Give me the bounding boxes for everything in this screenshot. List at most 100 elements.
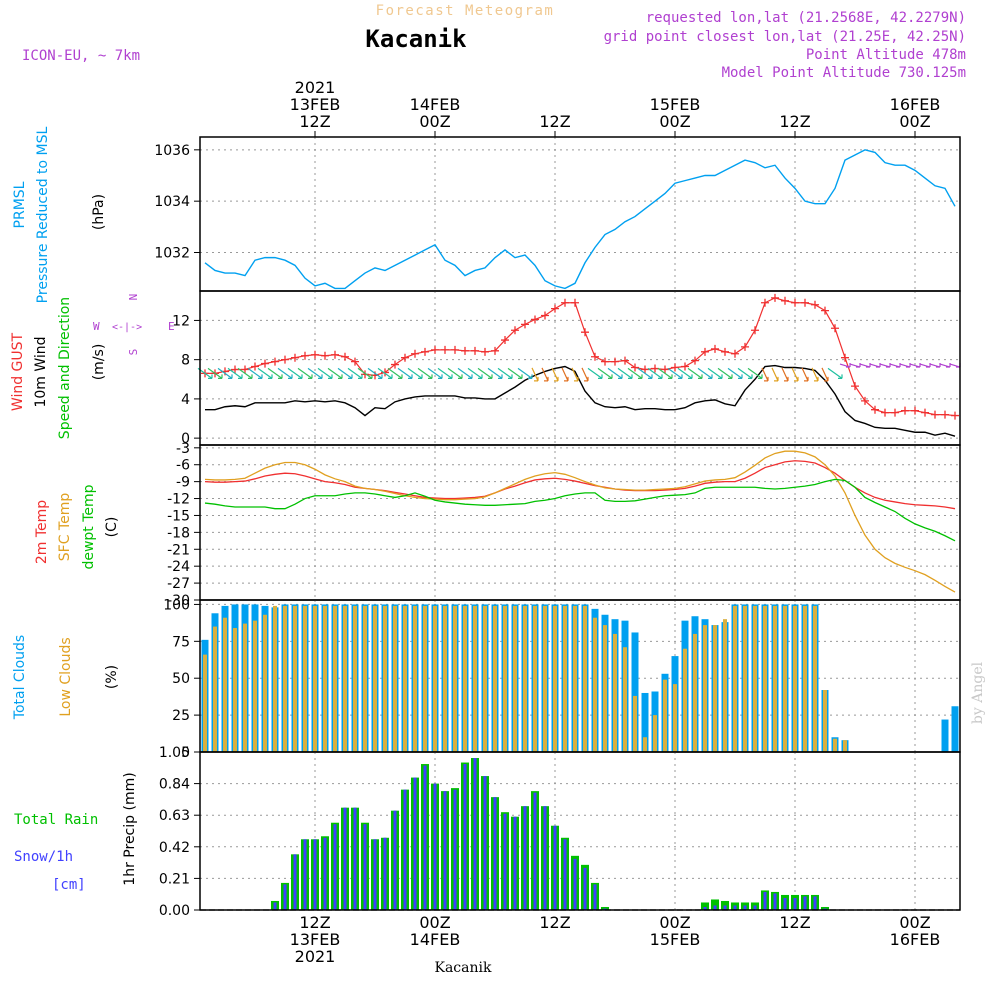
rain-bar	[701, 902, 709, 910]
wind-direction-arrow	[487, 367, 503, 379]
rain-bar	[711, 899, 719, 910]
low-clouds-bar	[453, 605, 457, 752]
snow-bar	[523, 806, 527, 910]
gust-marker	[951, 411, 959, 420]
snow-bar	[423, 765, 427, 910]
y-tick-label: 25	[172, 708, 190, 724]
snow-bar	[443, 791, 447, 910]
wind-direction-arrow	[571, 367, 579, 382]
wind-direction-arrow	[717, 367, 733, 379]
gust-marker	[301, 351, 309, 360]
gust-marker	[291, 353, 299, 362]
low-clouds-bar	[273, 605, 277, 752]
wind-direction-arrow	[707, 367, 723, 379]
low-clouds-bar	[393, 605, 397, 752]
gust-marker	[581, 328, 589, 337]
low-clouds-bar	[343, 605, 347, 752]
gust-marker	[521, 320, 529, 329]
temp-2m-line	[204, 460, 956, 510]
snow-bar	[313, 839, 317, 910]
gust-marker	[421, 347, 429, 356]
low-clouds-bar	[403, 605, 407, 752]
gust-marker	[931, 410, 939, 419]
snow-bar	[703, 906, 707, 910]
time-label: 2021	[295, 78, 336, 97]
low-clouds-bar	[773, 605, 777, 752]
snow-bar	[823, 908, 827, 910]
temp-dewpt-line	[204, 478, 956, 542]
compass-rose: N W <-|-> E S	[93, 294, 175, 356]
label-dewpt-temp: dewpt Temp	[81, 484, 97, 569]
y-tick-label: -24	[167, 559, 190, 575]
snow-bar	[393, 810, 397, 910]
y-tick-label: 1.05	[159, 745, 190, 761]
wind-direction-arrow	[929, 363, 941, 368]
low-clouds-bar	[573, 605, 577, 752]
y-tick-label: 12	[172, 313, 190, 329]
wind-direction-arrow	[839, 363, 851, 368]
panel-frame	[199, 751, 961, 911]
gust-marker	[481, 347, 489, 356]
wind-direction-arrow	[387, 367, 403, 379]
wind-direction-arrow	[949, 363, 961, 368]
wind-direction-arrow	[517, 367, 533, 379]
gust-marker	[761, 298, 769, 307]
compass-e: E	[168, 320, 175, 333]
low-clouds-bar	[713, 625, 717, 752]
gust-marker	[601, 357, 609, 366]
gust-marker	[241, 365, 249, 374]
requested-coords: requested lon,lat (21.2568E, 42.2279N)	[646, 10, 966, 26]
low-clouds-bar	[833, 738, 837, 752]
low-clouds-bar	[223, 617, 227, 752]
time-label: 16FEB	[890, 930, 941, 949]
wind-direction-arrow	[277, 367, 293, 379]
gust-marker	[511, 326, 519, 335]
gust-marker	[251, 362, 259, 371]
wind-direction-arrow	[849, 363, 861, 368]
panel-frame	[199, 290, 961, 446]
snow-bar	[403, 789, 407, 910]
low-clouds-bar	[793, 605, 797, 752]
low-clouds-bar	[203, 654, 207, 752]
wind-direction-arrow	[357, 367, 373, 379]
panels: 1032 1034 1036 0 4 8 12 -3-6-9-12-15-18-21-24-2…	[154, 136, 961, 919]
snow-bar	[273, 902, 277, 910]
y-tick-label: 100	[163, 597, 190, 613]
low-clouds-bar	[693, 633, 697, 752]
wind-direction-arrow	[257, 367, 273, 379]
wind-direction-arrow	[657, 367, 673, 379]
model-label: ICON-EU, ~ 7km	[22, 48, 140, 64]
wind-direction-arrow	[869, 363, 881, 368]
gust-marker	[701, 347, 709, 356]
gust-marker	[661, 365, 669, 374]
snow-bar	[783, 897, 787, 910]
label-snow-1h: Snow/1h	[14, 849, 73, 865]
time-label: 00Z	[659, 913, 690, 932]
snow-bar	[603, 908, 607, 910]
gust-marker	[731, 349, 739, 358]
model-point-altitude: Model Point Altitude 730.125m	[722, 65, 966, 81]
label-total-clouds: Total Clouds	[12, 635, 28, 720]
gust-marker	[561, 298, 569, 307]
snow-bar	[563, 839, 567, 910]
low-clouds-bar	[513, 605, 517, 752]
gust-marker	[501, 336, 509, 345]
wind-direction-arrow	[879, 363, 891, 368]
time-label: 2021	[295, 947, 336, 966]
total-clouds-bar	[631, 632, 639, 752]
wind-direction-arrow	[859, 363, 871, 368]
wind-direction-arrow	[497, 367, 513, 379]
gust-marker	[321, 351, 329, 360]
snow-bar	[513, 816, 517, 910]
snow-bar	[373, 839, 377, 910]
gust-marker	[341, 352, 349, 361]
low-clouds-bar	[623, 647, 627, 752]
wind-direction-arrow	[811, 367, 819, 382]
time-label: 00Z	[899, 112, 930, 131]
time-label: 14FEB	[410, 930, 461, 949]
snow-bar	[793, 897, 797, 910]
gust-marker	[891, 408, 899, 417]
time-label: 13FEB	[290, 930, 341, 949]
gust-marker	[491, 346, 499, 355]
compass-s: S	[127, 349, 140, 356]
